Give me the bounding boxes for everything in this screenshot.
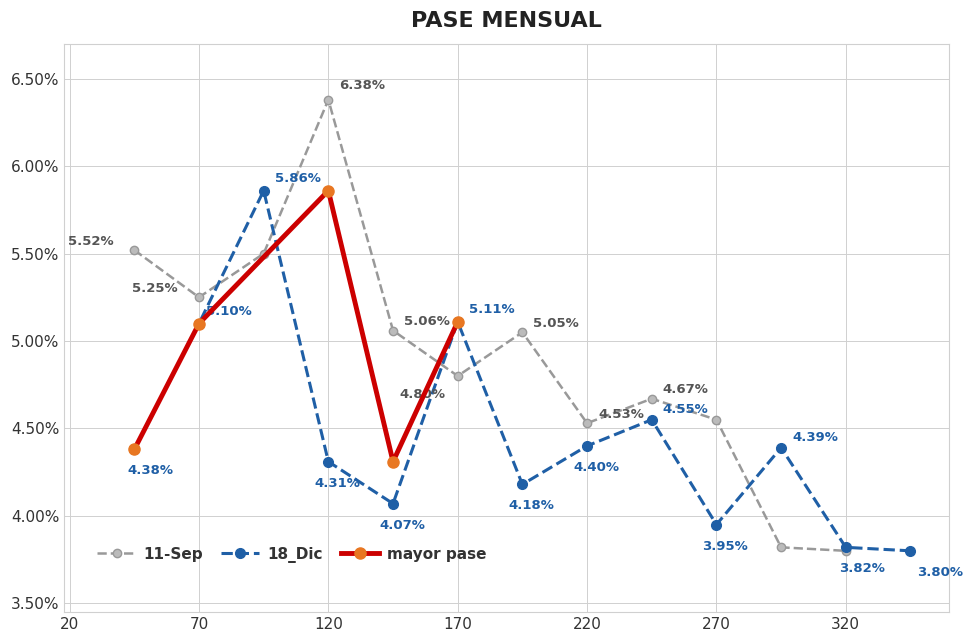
Text: 4.55%: 4.55%	[662, 403, 709, 416]
18_Dic	[905, 547, 916, 555]
11-Sep	[646, 395, 658, 403]
11-Sep	[387, 327, 399, 334]
Text: 4.31%: 4.31%	[315, 476, 361, 490]
18_Dic	[128, 446, 140, 453]
Line: 18_Dic: 18_Dic	[129, 186, 915, 556]
Text: 4.53%: 4.53%	[598, 408, 644, 421]
Text: 4.38%: 4.38%	[127, 464, 173, 477]
11-Sep	[840, 547, 852, 555]
11-Sep	[516, 329, 528, 336]
Text: 3.80%: 3.80%	[917, 566, 963, 579]
Text: 5.05%: 5.05%	[533, 317, 579, 330]
Text: 5.11%: 5.11%	[468, 303, 514, 316]
Text: 5.86%: 5.86%	[274, 172, 320, 185]
Text: 4.40%: 4.40%	[573, 461, 619, 474]
Text: 4.39%: 4.39%	[792, 431, 838, 444]
18_Dic	[710, 521, 722, 529]
Text: 5.25%: 5.25%	[132, 282, 178, 294]
18_Dic	[258, 186, 270, 194]
11-Sep	[452, 372, 464, 380]
mayor pase	[128, 446, 140, 453]
Text: 5.52%: 5.52%	[68, 235, 114, 248]
mayor pase	[322, 186, 334, 194]
mayor pase	[387, 458, 399, 466]
11-Sep	[710, 416, 722, 424]
Text: 4.18%: 4.18%	[509, 500, 555, 512]
11-Sep	[322, 96, 334, 104]
11-Sep	[258, 249, 270, 257]
Title: PASE MENSUAL: PASE MENSUAL	[412, 11, 603, 31]
Line: 11-Sep: 11-Sep	[130, 96, 850, 555]
18_Dic	[646, 416, 658, 424]
18_Dic	[452, 318, 464, 325]
Text: 4.80%: 4.80%	[400, 388, 445, 401]
Text: 6.38%: 6.38%	[339, 78, 385, 91]
11-Sep	[193, 293, 205, 301]
18_Dic	[581, 442, 593, 450]
mayor pase	[193, 320, 205, 327]
Text: 5.06%: 5.06%	[404, 315, 450, 328]
18_Dic	[516, 480, 528, 488]
Text: 4.07%: 4.07%	[379, 519, 425, 532]
Text: 4.67%: 4.67%	[662, 383, 709, 396]
Text: 3.82%: 3.82%	[839, 563, 885, 575]
Text: 3.95%: 3.95%	[703, 539, 749, 552]
18_Dic	[387, 500, 399, 507]
18_Dic	[322, 458, 334, 466]
Text: 5.10%: 5.10%	[206, 305, 252, 318]
Legend: 11-Sep, 18_Dic, mayor pase: 11-Sep, 18_Dic, mayor pase	[90, 539, 494, 570]
18_Dic	[840, 543, 852, 551]
18_Dic	[775, 444, 787, 451]
18_Dic	[193, 320, 205, 327]
Line: mayor pase: mayor pase	[128, 185, 464, 467]
11-Sep	[581, 419, 593, 427]
11-Sep	[775, 543, 787, 551]
mayor pase	[452, 318, 464, 325]
11-Sep	[128, 246, 140, 254]
